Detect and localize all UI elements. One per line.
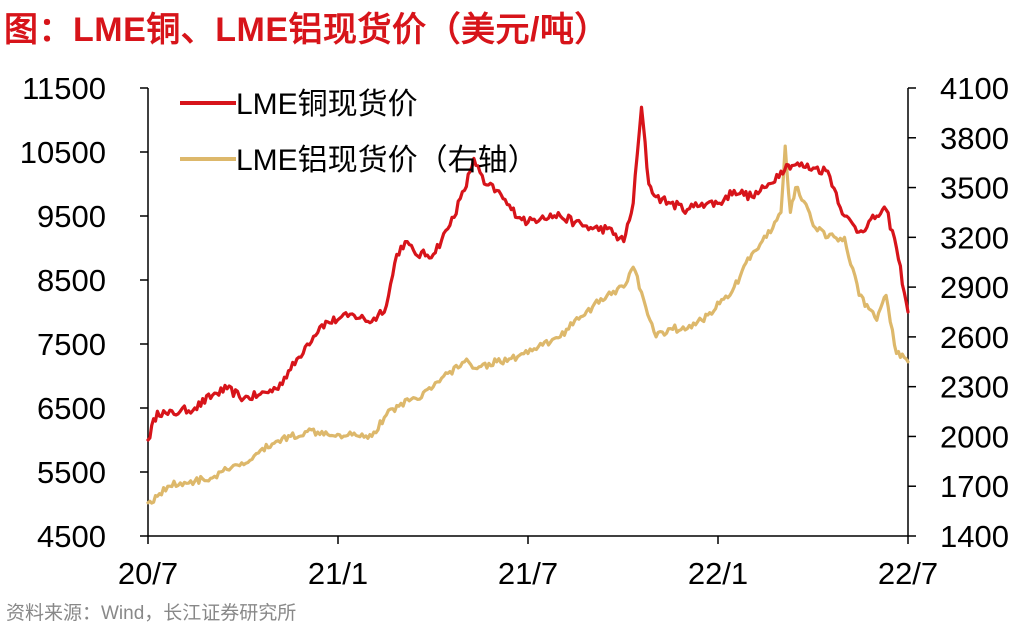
x-tick-label: 21/1 [308,556,368,591]
x-tick-label: 20/7 [118,556,178,591]
figure-title: 图：LME铜、LME铝现货价（美元/吨） [4,11,609,49]
y-left-tick-label: 6500 [37,391,106,426]
legend-label-copper: LME铜现货价 [236,88,418,121]
x-tick-label: 22/7 [878,556,938,591]
y-right-tick-label: 2600 [940,320,1009,355]
y-right-tick-label: 2300 [940,370,1009,405]
y-left-tick-label: 9500 [37,199,106,234]
y-right-tick-label: 2900 [940,270,1009,305]
y-left-tick-label: 4500 [37,519,106,554]
y-left-tick-label: 5500 [37,455,106,490]
y-right-tick-label: 2000 [940,419,1009,454]
legend-label-aluminum: LME铝现货价（右轴） [236,144,538,177]
y-right-tick-label: 1400 [940,519,1009,554]
series-lines [146,105,910,505]
y-right-tick-label: 1700 [940,469,1009,504]
x-tick-label: 22/1 [688,556,748,591]
x-tick-label: 21/7 [498,556,558,591]
series-line-copper [146,105,910,442]
tick-labels: 4500 5500 6500 7500 8500 9500 10500 11500 1400 17… [20,71,1009,591]
legend: LME铜现货价 LME铝现货价（右轴） [180,88,538,177]
y-right-tick-label: 3200 [940,220,1009,255]
source-note: 资料来源：Wind，长江证券研究所 [6,603,297,624]
y-left-tick-label: 7500 [37,327,106,362]
y-right-tick-label: 4100 [940,71,1009,106]
y-right-tick-label: 3500 [940,171,1009,206]
y-left-tick-label: 8500 [37,263,106,298]
y-left-tick-label: 10500 [20,135,106,170]
y-left-tick-label: 11500 [22,71,106,106]
y-right-tick-label: 3800 [940,121,1009,156]
series-line-aluminum [146,144,910,505]
